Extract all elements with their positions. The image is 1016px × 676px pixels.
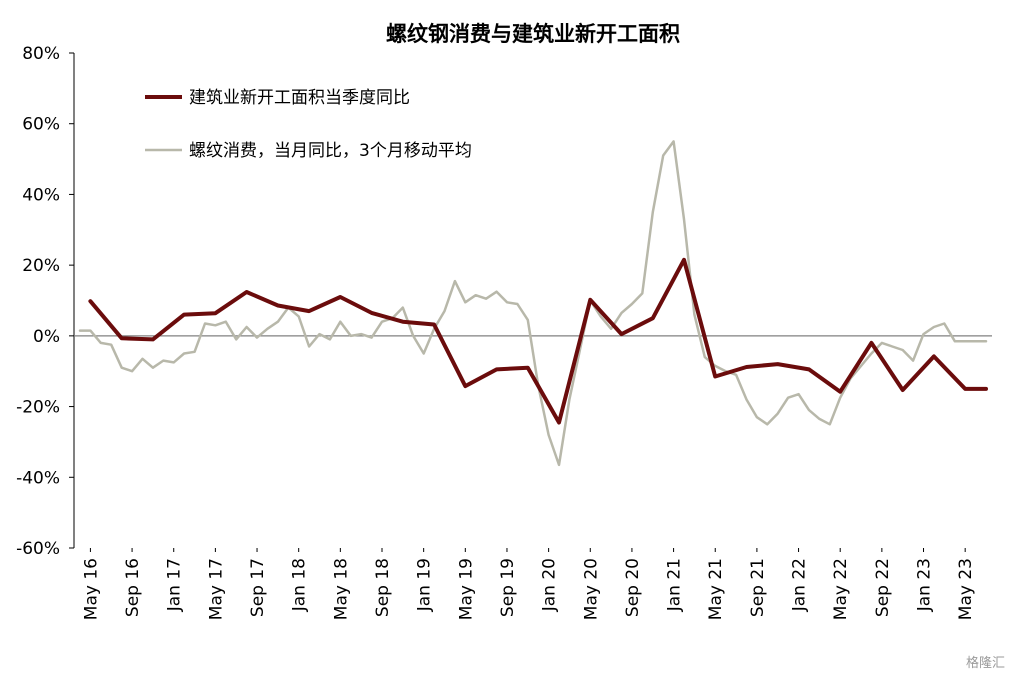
x-tick-label: Jan 19 xyxy=(415,558,435,612)
x-tick-label: May 20 xyxy=(581,558,601,620)
x-tick-label: Jan 20 xyxy=(540,558,560,612)
x-tick-label: Sep 17 xyxy=(248,558,268,617)
series-line-rebar xyxy=(78,140,988,467)
y-tick-label: -60% xyxy=(16,539,60,559)
x-tick-label: May 17 xyxy=(206,558,226,620)
chart-title: 螺纹钢消费与建筑业新开工面积 xyxy=(386,22,680,46)
x-tick-label: May 22 xyxy=(831,558,851,620)
y-axis: 80% 60% 40% 20% 0% -20% -40% -60% xyxy=(16,44,992,559)
x-axis: May 16 Sep 16 Jan 17 May 17 Sep 17 Jan 18 May … xyxy=(81,548,976,620)
x-tick-label: Sep 22 xyxy=(873,558,893,617)
series-lines xyxy=(78,140,988,467)
legend-label: 建筑业新开工面积当季度同比 xyxy=(189,88,410,108)
x-tick-label: Jan 18 xyxy=(290,558,310,612)
x-tick-label: May 19 xyxy=(456,558,476,620)
y-tick-label: 60% xyxy=(22,115,60,135)
x-tick-label: Jan 22 xyxy=(790,558,810,612)
x-tick-label: Jan 17 xyxy=(165,558,185,612)
x-tick-label: Sep 16 xyxy=(123,558,143,617)
x-tick-label: Jan 23 xyxy=(915,558,935,612)
watermark-text: 格隆汇 xyxy=(966,655,1005,671)
y-tick-label: 20% xyxy=(22,256,60,276)
y-tick-label: 80% xyxy=(22,44,60,64)
x-tick-label: Sep 19 xyxy=(498,558,518,617)
x-tick-label: Sep 20 xyxy=(623,558,643,617)
legend-label: 螺纹消费，当月同比，3个月移动平均 xyxy=(189,141,472,161)
y-tick-label: 0% xyxy=(33,327,60,347)
x-tick-label: Sep 21 xyxy=(748,558,768,617)
x-tick-label: May 21 xyxy=(706,558,726,620)
y-tick-label: -40% xyxy=(16,468,60,488)
x-tick-label: Jan 21 xyxy=(665,558,685,612)
x-tick-label: May 18 xyxy=(331,558,351,620)
x-tick-label: Sep 18 xyxy=(373,558,393,617)
x-tick-label: May 23 xyxy=(956,558,976,620)
y-tick-label: 40% xyxy=(22,185,60,205)
series-line-construction xyxy=(88,257,988,425)
y-tick-label: -20% xyxy=(16,398,60,418)
x-tick-label: May 16 xyxy=(81,558,101,620)
